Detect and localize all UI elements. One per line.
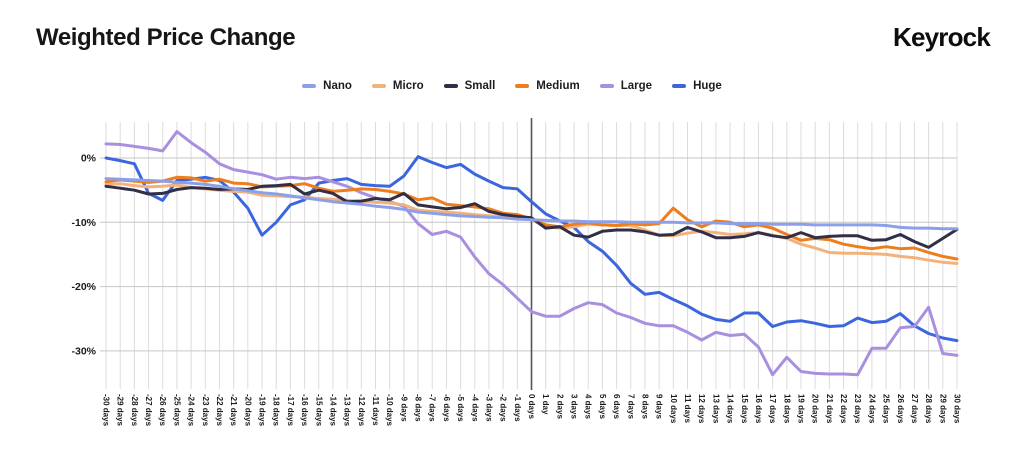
page-title: Weighted Price Change [36, 24, 296, 51]
x-axis-label: -30 days [102, 394, 111, 427]
x-axis-label: -6 days [442, 394, 451, 422]
x-axis-label: -12 days [357, 394, 366, 427]
legend-item-nano[interactable]: Nano [302, 80, 352, 92]
x-axis-label: -11 days [371, 394, 380, 426]
legend-swatch-icon [371, 84, 386, 88]
legend-swatch-icon [515, 84, 530, 88]
x-axis-label: 4 days [584, 394, 593, 419]
x-axis-label: -13 days [343, 394, 352, 427]
x-axis-label: -21 days [229, 394, 238, 427]
x-axis-label: 27 days [910, 394, 919, 424]
x-axis-label: -2 days [499, 394, 508, 422]
x-axis-label: 1 day [541, 394, 550, 415]
x-axis-label: -8 days [414, 394, 423, 422]
x-axis-label: -14 days [328, 394, 337, 427]
x-axis-label: 15 days [740, 394, 749, 424]
x-axis-label: 7 days [626, 394, 635, 419]
x-axis-label: 11 days [683, 394, 692, 423]
y-axis-label: -30% [71, 345, 96, 357]
x-axis-label: 30 days [953, 394, 962, 424]
legend-label: Huge [693, 80, 722, 92]
x-axis-label: -4 days [470, 394, 479, 422]
x-axis-label: -7 days [428, 394, 437, 422]
x-axis-label: 19 days [796, 394, 805, 424]
x-axis-label: 17 days [768, 394, 777, 424]
chart-legend: Nano Micro Small Medium Large Huge [0, 80, 1024, 92]
x-axis-label: 16 days [754, 394, 763, 424]
series-line-nano [104, 177, 959, 231]
x-axis-label: 5 days [598, 394, 607, 419]
legend-label: Large [620, 80, 653, 92]
x-axis-label: 9 days [655, 394, 664, 419]
x-axis-label: 10 days [669, 394, 678, 424]
x-axis-label: 25 days [882, 394, 891, 424]
x-axis-label: -1 days [513, 394, 522, 422]
legend-item-small[interactable]: Small [443, 80, 496, 92]
legend-item-huge[interactable]: Huge [672, 80, 722, 92]
x-axis-label: 21 days [825, 394, 834, 424]
x-axis-label: 28 days [924, 394, 933, 424]
legend-label: Nano [323, 80, 352, 92]
x-axis-label: 0 days [527, 394, 536, 419]
x-axis-label: 14 days [726, 394, 735, 424]
series-line-large [104, 130, 959, 377]
x-axis-label: 29 days [938, 394, 947, 424]
x-axis-label: 3 days [570, 394, 579, 419]
x-axis-label: -23 days [201, 394, 210, 427]
x-axis-label: 8 days [640, 394, 649, 419]
legend-label: Medium [536, 80, 580, 92]
x-axis-label: 18 days [782, 394, 791, 424]
x-axis-label: -20 days [243, 394, 252, 427]
x-axis-label: 20 days [811, 394, 820, 424]
x-axis-label: -26 days [158, 394, 167, 427]
legend-swatch-icon [302, 84, 317, 88]
x-axis-label: 12 days [697, 394, 706, 424]
legend-swatch-icon [599, 84, 614, 88]
keyrock-logo: Keyrock [892, 22, 991, 52]
legend-swatch-icon [443, 84, 458, 88]
x-axis-label: 23 days [853, 394, 862, 424]
x-axis-label: 13 days [711, 394, 720, 424]
legend-label: Small [464, 80, 496, 92]
x-axis-label: 2 days [555, 394, 564, 419]
x-axis-label: -25 days [172, 394, 181, 427]
price-change-chart: -30 days -29 days -28 days -27 days -26 days… [71, 118, 962, 427]
x-axis-label: -27 days [144, 394, 153, 427]
x-axis-label: -18 days [272, 394, 281, 427]
x-axis-label: -15 days [314, 394, 323, 427]
x-axis-label: 6 days [612, 394, 621, 419]
x-axis-label: -16 days [300, 394, 309, 427]
x-axis-label: -17 days [286, 394, 295, 427]
y-axis-label: 0% [81, 153, 97, 165]
x-axis-label: -24 days [187, 394, 196, 427]
x-axis-label: -9 days [399, 394, 408, 422]
x-axis-label: 26 days [896, 394, 905, 424]
x-axis-label: -22 days [215, 394, 224, 427]
y-axis-label: -10% [71, 217, 96, 229]
x-axis-label: -3 days [484, 394, 493, 422]
x-axis-label: -28 days [130, 394, 139, 427]
legend-label: Micro [392, 80, 424, 92]
x-axis-label: 22 days [839, 394, 848, 424]
y-axis-label: -20% [71, 281, 96, 293]
x-axis-label: -29 days [116, 394, 125, 427]
legend-item-large[interactable]: Large [599, 80, 653, 92]
legend-swatch-icon [672, 84, 687, 88]
legend-item-medium[interactable]: Medium [515, 80, 580, 92]
series-line-huge [104, 155, 959, 343]
x-axis-label: -5 days [456, 394, 465, 422]
x-axis-label: 24 days [867, 394, 876, 424]
x-axis-label: -19 days [258, 394, 267, 427]
legend-item-micro[interactable]: Micro [371, 80, 424, 92]
x-axis-label: -10 days [385, 394, 394, 427]
